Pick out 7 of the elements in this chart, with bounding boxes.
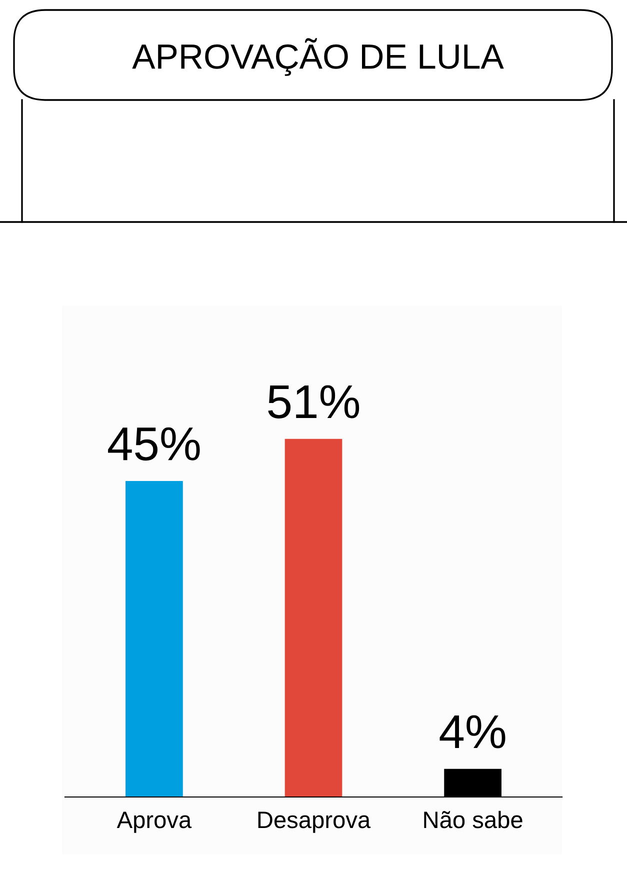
x-tick-label: Desaprova	[258, 812, 371, 833]
data-label: 45%	[108, 427, 200, 461]
x-tick-label: Aprova	[116, 812, 192, 833]
chart-title: APROVAÇÃO DE LULA	[132, 38, 504, 76]
data-label: 51%	[268, 385, 360, 418]
data-label: 4%	[440, 715, 506, 748]
x-tick-label: Não sabe	[424, 810, 522, 828]
